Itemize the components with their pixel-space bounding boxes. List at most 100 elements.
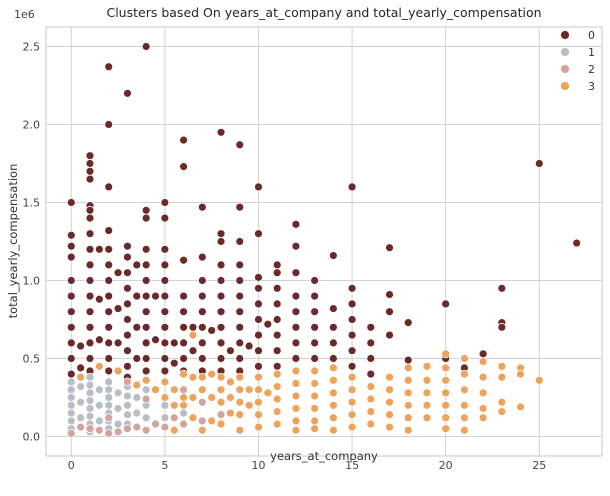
- grid: [46, 27, 602, 456]
- point-cluster-1: [85, 396, 95, 406]
- point-cluster-0: [254, 315, 263, 324]
- point-cluster-3: [441, 424, 451, 434]
- point-cluster-0: [216, 291, 226, 301]
- point-cluster-3: [179, 400, 188, 410]
- point-cluster-3: [516, 402, 525, 412]
- point-cluster-1: [160, 413, 170, 423]
- point-cluster-0: [85, 205, 95, 215]
- point-cluster-3: [291, 425, 301, 435]
- point-cluster-0: [151, 335, 160, 345]
- point-cluster-1: [141, 385, 151, 395]
- point-cluster-0: [328, 338, 338, 348]
- point-cluster-3: [272, 382, 282, 391]
- point-cluster-0: [66, 198, 76, 207]
- point-cluster-0: [132, 260, 142, 270]
- point-cluster-3: [347, 410, 357, 420]
- point-cluster-3: [291, 404, 301, 413]
- point-cluster-2: [197, 397, 207, 407]
- point-cluster-0: [179, 307, 188, 317]
- point-cluster-3: [235, 372, 245, 382]
- point-cluster-0: [216, 237, 226, 246]
- point-cluster-0: [225, 346, 235, 356]
- point-cluster-1: [113, 404, 123, 413]
- point-cluster-3: [254, 372, 263, 382]
- point-cluster-0: [497, 283, 507, 293]
- point-cluster-0: [216, 338, 226, 348]
- point-cluster-0: [76, 363, 86, 373]
- point-cluster-3: [497, 397, 507, 407]
- y-tick-label: 2.0: [23, 119, 41, 132]
- point-cluster-3: [197, 425, 207, 435]
- point-cluster-0: [160, 354, 170, 363]
- point-cluster-0: [160, 198, 170, 207]
- point-cluster-0: [179, 291, 188, 301]
- point-cluster-3: [366, 407, 376, 416]
- point-cluster-3: [216, 385, 226, 395]
- point-cluster-0: [188, 322, 198, 332]
- point-cluster-0: [216, 260, 226, 270]
- point-cluster-0: [328, 322, 338, 332]
- point-cluster-0: [254, 272, 263, 282]
- point-cluster-1: [94, 400, 104, 410]
- point-cluster-0: [85, 276, 95, 285]
- point-cluster-0: [66, 338, 76, 348]
- legend-marker-2: [560, 64, 570, 74]
- point-cluster-1: [66, 400, 76, 410]
- point-cluster-0: [347, 283, 357, 293]
- point-cluster-0: [272, 260, 282, 270]
- plot-frame: [45, 26, 603, 457]
- point-cluster-0: [235, 322, 245, 332]
- point-cluster-3: [478, 372, 488, 382]
- point-cluster-0: [310, 354, 320, 363]
- point-cluster-0: [160, 244, 170, 254]
- point-cluster-0: [141, 354, 151, 363]
- x-tick-label: 5: [161, 459, 168, 472]
- point-cluster-3: [244, 400, 254, 410]
- point-cluster-3: [225, 408, 235, 418]
- point-cluster-0: [66, 252, 76, 262]
- point-cluster-0: [254, 330, 263, 340]
- chart-title: Clusters based On years_at_company and t…: [106, 5, 541, 20]
- point-cluster-0: [141, 322, 151, 332]
- point-cluster-3: [366, 419, 376, 429]
- point-cluster-0: [235, 260, 245, 270]
- point-cluster-0: [104, 260, 114, 270]
- point-cluster-0: [160, 307, 170, 317]
- point-cluster-3: [254, 397, 263, 407]
- x-tick-label: 15: [345, 459, 359, 472]
- point-cluster-0: [123, 241, 132, 251]
- point-cluster-3: [366, 382, 376, 391]
- y-offset-label: 1e6: [14, 8, 35, 21]
- point-cluster-2: [85, 424, 95, 434]
- point-cluster-3: [310, 424, 320, 434]
- point-cluster-0: [347, 315, 357, 324]
- point-cluster-3: [272, 394, 282, 404]
- point-cluster-0: [197, 322, 207, 332]
- point-cluster-3: [197, 385, 207, 395]
- point-cluster-1: [104, 385, 114, 395]
- legend-label-0: 0: [588, 29, 595, 42]
- x-tick-label: 20: [439, 459, 453, 472]
- point-cluster-2: [113, 427, 123, 437]
- legend-label-1: 1: [588, 46, 595, 59]
- point-cluster-3: [254, 422, 263, 432]
- point-cluster-2: [160, 422, 170, 432]
- point-cluster-0: [85, 151, 95, 161]
- point-cluster-0: [263, 319, 273, 329]
- point-cluster-3: [366, 394, 376, 404]
- point-cluster-0: [197, 202, 207, 212]
- point-cluster-3: [403, 388, 413, 398]
- point-cluster-1: [85, 404, 95, 413]
- point-cluster-0: [310, 307, 320, 317]
- point-cluster-3: [225, 393, 235, 402]
- point-cluster-1: [104, 377, 114, 387]
- point-cluster-0: [347, 182, 357, 192]
- point-cluster-3: [207, 393, 217, 402]
- point-cluster-0: [235, 307, 245, 317]
- point-cluster-3: [160, 393, 170, 402]
- point-cluster-1: [113, 419, 123, 429]
- point-cluster-2: [66, 428, 76, 438]
- point-cluster-0: [216, 276, 226, 285]
- point-cluster-0: [254, 283, 263, 293]
